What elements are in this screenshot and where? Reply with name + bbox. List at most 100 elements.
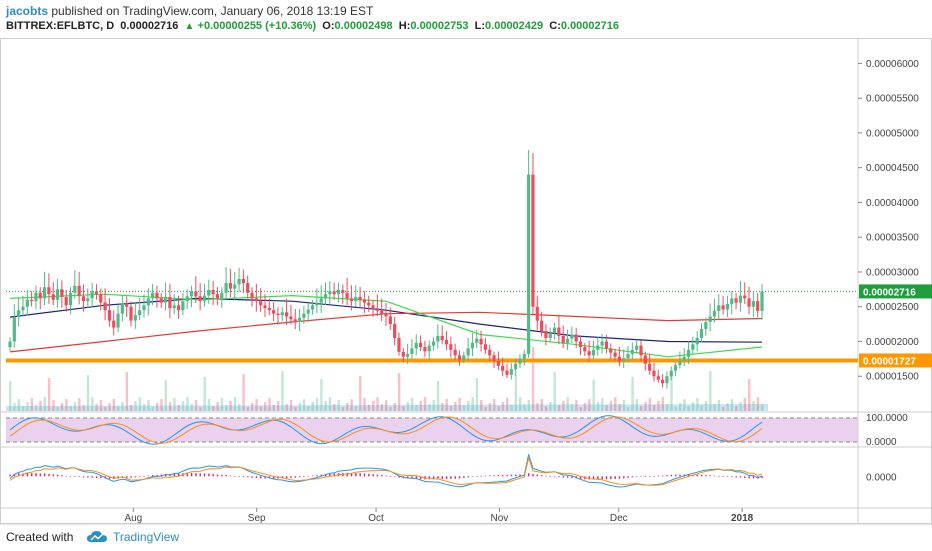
chart-canvas[interactable]: 0.000060000.000055000.000050000.00004500… xyxy=(0,38,932,524)
macd-histogram-bar xyxy=(191,473,192,476)
candle-body xyxy=(752,301,755,307)
candle-body xyxy=(220,293,223,299)
candle-body xyxy=(224,283,227,293)
volume-bar xyxy=(558,405,560,411)
volume-bar xyxy=(567,397,569,411)
volume-bar xyxy=(199,407,201,411)
candle-body xyxy=(536,307,539,321)
candle-body xyxy=(155,293,158,299)
candle-body xyxy=(523,354,526,359)
macd-histogram-bar xyxy=(208,474,209,477)
macd-histogram-bar xyxy=(679,475,680,477)
volume-bar xyxy=(489,403,491,411)
volume-bar xyxy=(303,399,305,411)
candle-body xyxy=(475,339,478,343)
author-link[interactable]: jacobts xyxy=(6,4,48,18)
candle-body xyxy=(700,329,703,338)
macd-histogram-bar xyxy=(238,476,239,477)
y-tick-label: 0.00006000 xyxy=(866,59,919,70)
candle-body xyxy=(95,291,98,294)
volume-bar xyxy=(178,405,180,411)
macd-histogram-bar xyxy=(139,476,140,477)
candle-body xyxy=(674,365,677,371)
volume-bar xyxy=(186,397,188,411)
volume-bar xyxy=(532,347,534,411)
macd-histogram-bar xyxy=(234,476,235,477)
macd-histogram-bar xyxy=(230,476,231,477)
last-price: 0.00002716 xyxy=(120,20,178,32)
x-tick-label: Oct xyxy=(368,513,384,524)
volume-bar xyxy=(147,400,149,411)
volume-bar xyxy=(722,407,724,411)
volume-bar xyxy=(156,403,158,411)
candle-body xyxy=(371,305,374,308)
volume-bar xyxy=(705,401,707,411)
volume-bar xyxy=(39,401,41,411)
macd-histogram-bar xyxy=(463,476,464,478)
candle-body xyxy=(315,303,318,306)
candle-body xyxy=(285,312,288,316)
candle-body xyxy=(103,303,106,311)
macd-histogram-bar xyxy=(74,476,75,477)
volume-bar xyxy=(662,397,664,411)
volume-bar xyxy=(139,397,141,411)
volume-bar xyxy=(359,376,361,411)
volume-bar xyxy=(173,398,175,411)
candle-body xyxy=(13,317,16,341)
candle-body xyxy=(39,293,42,299)
candle-body xyxy=(173,305,176,308)
symbol-label[interactable]: BITTREX:EFLBTC, D xyxy=(6,20,114,32)
chart-border xyxy=(1,39,932,524)
candle-body xyxy=(441,336,444,340)
footer: Created with TradingView xyxy=(0,524,932,551)
macd-histogram-bar xyxy=(718,476,719,477)
volume-bar xyxy=(381,404,383,411)
candle-body xyxy=(596,346,599,350)
volume-bar xyxy=(584,403,586,411)
candle-body xyxy=(337,290,340,294)
price-pane: 0.000060000.000055000.000050000.00004500… xyxy=(1,38,932,524)
candle-body xyxy=(142,305,145,310)
macd-histogram-bar xyxy=(610,476,611,479)
candle-body xyxy=(91,291,94,298)
y-tick-label: 0.00003500 xyxy=(866,233,919,244)
macd-histogram-bar xyxy=(385,476,386,477)
candle-body xyxy=(449,344,452,350)
candle-body xyxy=(432,341,435,345)
volume-bar xyxy=(458,398,460,411)
candle-body xyxy=(678,361,681,365)
stochastic-pane: 100.00000.0000 xyxy=(0,412,932,448)
macd-histogram-bar xyxy=(79,476,80,477)
volume-bar xyxy=(752,401,754,411)
volume-bar xyxy=(376,397,378,411)
volume-bar xyxy=(510,405,512,411)
macd-histogram-bar xyxy=(472,476,473,477)
tradingview-brand[interactable]: TradingView xyxy=(113,530,179,544)
volume-bar xyxy=(355,406,357,411)
volume-bar xyxy=(342,407,344,411)
volume-bar xyxy=(108,403,110,411)
candle-body xyxy=(65,297,68,305)
volume-bar xyxy=(238,404,240,411)
macd-histogram-bar xyxy=(640,476,641,477)
macd-histogram-bar xyxy=(130,476,131,477)
candle-body xyxy=(324,294,327,298)
candle-body xyxy=(514,364,517,370)
candle-body xyxy=(557,328,560,336)
candle-body xyxy=(43,287,46,298)
macd-histogram-bar xyxy=(9,475,10,477)
candle-body xyxy=(657,376,660,379)
candle-body xyxy=(376,308,379,311)
macd-histogram-bar xyxy=(40,473,41,476)
macd-histogram-bar xyxy=(316,475,317,476)
candle-body xyxy=(289,316,292,319)
macd-histogram-bar xyxy=(558,476,559,477)
macd-histogram-bar xyxy=(126,476,127,477)
candle-body xyxy=(717,305,720,311)
volume-bar xyxy=(696,398,698,411)
candle-body xyxy=(704,322,707,329)
candle-body xyxy=(696,338,699,344)
candle-body xyxy=(484,344,487,350)
candle-body xyxy=(510,369,513,375)
macd-histogram-bar xyxy=(550,476,551,477)
